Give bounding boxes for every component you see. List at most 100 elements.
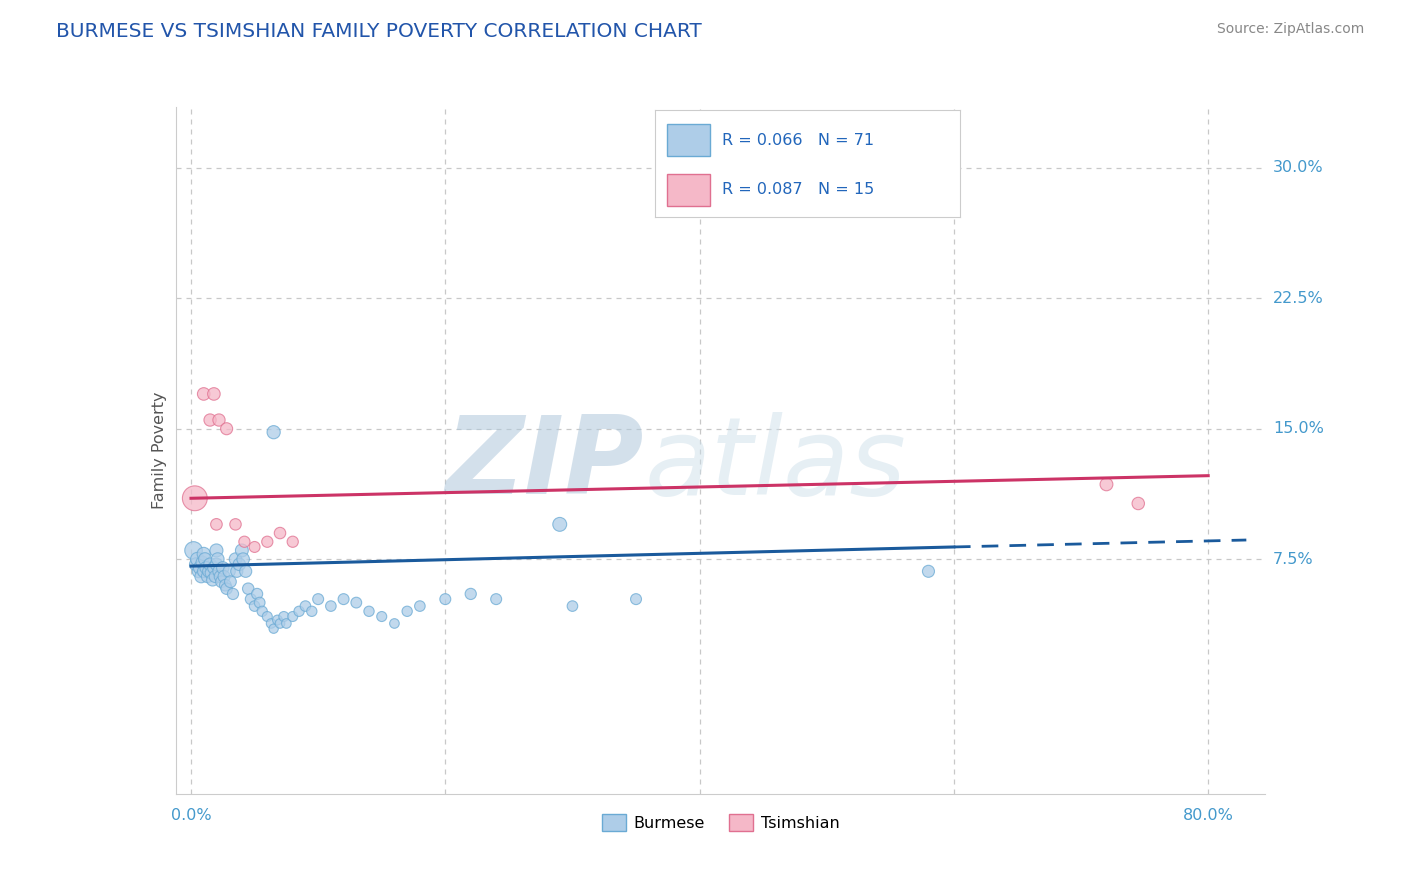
- Point: [218, 564, 240, 578]
- Point: [215, 422, 238, 436]
- Y-axis label: Family Poverty: Family Poverty: [152, 392, 167, 509]
- Text: R = 0.066   N = 71: R = 0.066 N = 71: [723, 133, 875, 148]
- Text: R = 0.087   N = 15: R = 0.087 N = 15: [723, 182, 875, 197]
- Point: [239, 592, 262, 607]
- Point: [228, 558, 250, 572]
- Text: 15.0%: 15.0%: [1272, 421, 1324, 436]
- Point: [204, 569, 226, 583]
- Point: [184, 558, 207, 572]
- Point: [307, 592, 329, 607]
- Point: [396, 604, 419, 618]
- Point: [225, 552, 247, 566]
- Point: [186, 552, 208, 566]
- Point: [190, 569, 212, 583]
- Point: [198, 558, 221, 572]
- Point: [256, 534, 278, 549]
- Point: [231, 543, 253, 558]
- Text: 0.0%: 0.0%: [170, 808, 211, 822]
- Point: [219, 574, 242, 589]
- Point: [194, 552, 217, 566]
- Point: [281, 534, 304, 549]
- Point: [256, 609, 278, 624]
- Point: [200, 566, 222, 580]
- Point: [215, 582, 238, 596]
- Text: 22.5%: 22.5%: [1272, 291, 1324, 306]
- Point: [370, 609, 392, 624]
- Point: [225, 564, 247, 578]
- Point: [208, 564, 231, 578]
- Text: BURMESE VS TSIMSHIAN FAMILY POVERTY CORRELATION CHART: BURMESE VS TSIMSHIAN FAMILY POVERTY CORR…: [56, 22, 702, 41]
- Point: [332, 592, 354, 607]
- Point: [214, 578, 236, 592]
- Point: [281, 609, 304, 624]
- Point: [198, 413, 221, 427]
- Point: [288, 604, 311, 618]
- Point: [273, 609, 295, 624]
- Point: [222, 587, 245, 601]
- Text: ZIP: ZIP: [446, 411, 644, 517]
- Point: [212, 569, 235, 583]
- Point: [548, 517, 571, 532]
- Point: [195, 561, 218, 575]
- Point: [269, 616, 291, 631]
- Point: [202, 561, 225, 575]
- Point: [238, 582, 260, 596]
- Point: [294, 599, 316, 613]
- Point: [198, 564, 221, 578]
- Point: [184, 491, 207, 506]
- Point: [624, 592, 647, 607]
- Point: [191, 556, 214, 570]
- Text: 30.0%: 30.0%: [1272, 161, 1323, 176]
- FancyBboxPatch shape: [668, 124, 710, 156]
- FancyBboxPatch shape: [668, 174, 710, 206]
- Point: [243, 540, 266, 554]
- Point: [208, 413, 231, 427]
- Point: [197, 569, 219, 583]
- Point: [266, 613, 288, 627]
- Point: [485, 592, 508, 607]
- Point: [1095, 477, 1118, 491]
- Point: [233, 534, 256, 549]
- Legend: Burmese, Tsimshian: Burmese, Tsimshian: [595, 808, 846, 838]
- Point: [263, 425, 285, 440]
- Point: [201, 573, 224, 587]
- Point: [205, 558, 228, 572]
- Point: [202, 387, 225, 401]
- Text: Source: ZipAtlas.com: Source: ZipAtlas.com: [1216, 22, 1364, 37]
- Point: [188, 561, 211, 575]
- Point: [183, 543, 205, 558]
- Point: [561, 599, 583, 613]
- Point: [384, 616, 406, 631]
- Point: [260, 616, 283, 631]
- Point: [207, 552, 229, 566]
- Point: [357, 604, 380, 618]
- Point: [434, 592, 457, 607]
- Point: [193, 564, 215, 578]
- Text: atlas: atlas: [644, 412, 907, 516]
- Point: [917, 564, 939, 578]
- Point: [193, 547, 215, 561]
- Point: [409, 599, 432, 613]
- Point: [232, 552, 254, 566]
- Point: [250, 604, 273, 618]
- Point: [209, 569, 232, 583]
- Point: [225, 517, 247, 532]
- Text: 7.5%: 7.5%: [1272, 551, 1313, 566]
- Point: [301, 604, 323, 618]
- Point: [263, 622, 285, 636]
- Point: [319, 599, 342, 613]
- Point: [344, 596, 367, 610]
- Point: [246, 587, 269, 601]
- Point: [193, 387, 215, 401]
- Point: [205, 517, 228, 532]
- Point: [460, 587, 482, 601]
- Point: [205, 543, 228, 558]
- Point: [269, 526, 291, 541]
- Point: [211, 574, 233, 589]
- Point: [276, 616, 298, 631]
- Point: [187, 564, 209, 578]
- Point: [243, 599, 266, 613]
- Point: [235, 564, 257, 578]
- Text: 80.0%: 80.0%: [1182, 808, 1233, 822]
- Point: [249, 596, 271, 610]
